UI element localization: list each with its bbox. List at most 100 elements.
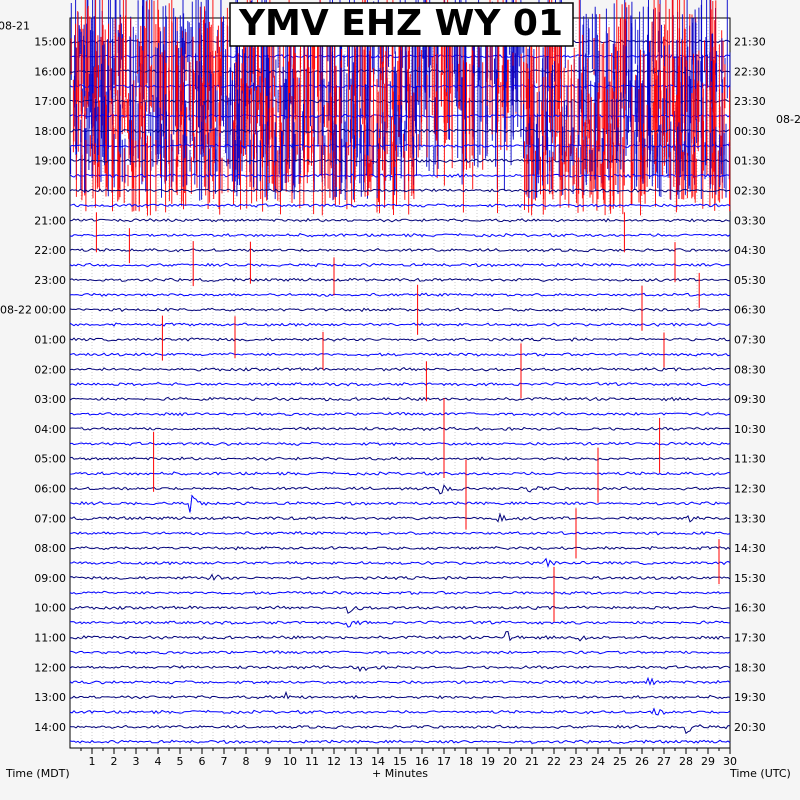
left-hour-label: 20:00 [34,185,66,198]
left-hour-label: 17:00 [34,95,66,108]
x-axis-ticks: 1 2 3 4 5 6 7 8 9 10 11 12 13 14 15 16 17 18 19 20 21 22 23 24 2… [80,748,737,768]
trace-line [69,690,731,700]
trace-line [69,545,731,551]
trace-line [69,650,731,655]
trace-line [69,382,731,387]
right-hour-label: 11:30 [734,453,766,466]
x-tick-label: 19 [481,755,495,768]
trace-line [69,232,731,238]
x-tick-label: 13 [349,755,363,768]
x-tick-label: 17 [437,755,451,768]
left-hour-label: 13:00 [34,691,66,704]
trace-line [69,337,731,342]
right-hour-label: 15:30 [734,572,766,585]
left-hour-label: 21:00 [34,214,66,227]
x-tick-label: 27 [657,755,671,768]
right-hour-label: 08:30 [734,363,766,376]
clipped-spikes [95,212,720,622]
trace-line [69,217,731,223]
right-hour-label: 17:30 [734,632,766,645]
x-tick-label: 14 [371,755,385,768]
right-date-label: 08-22 [776,113,800,126]
right-hour-label: 09:30 [734,393,766,406]
trace-line [69,188,731,193]
x-tick-label: 28 [679,755,693,768]
right-hour-label: 00:30 [734,125,766,138]
left-hour-label: 22:00 [34,244,66,257]
trace-line [69,573,731,581]
noise-burst [75,135,731,216]
x-tick-label: 9 [265,755,272,768]
trace-line [69,203,731,208]
left-hour-label: 02:00 [34,363,66,376]
left-hour-label: 08:00 [34,542,66,555]
trace-line [69,292,731,298]
chart-title: YMV EHZ WY 01 [238,3,563,44]
right-hour-label: 21:30 [734,36,766,49]
right-hour-label: 03:30 [734,214,766,227]
x-tick-label: 21 [525,755,539,768]
trace-line [69,630,731,642]
traces [69,0,731,745]
trace-line [69,676,731,686]
trace-line [69,530,731,536]
x-tick-label: 15 [393,755,407,768]
left-hour-label: 19:00 [34,155,66,168]
right-hour-label: 14:30 [734,542,766,555]
trace-line [69,620,731,628]
title-box [229,2,574,47]
x-tick-label: 18 [459,755,473,768]
right-hour-label: 18:30 [734,661,766,674]
x-tick-label: 23 [569,755,583,768]
trace-line [69,494,731,513]
right-hour-label: 16:30 [734,602,766,615]
x-tick-label: 26 [635,755,649,768]
x-tick-label: 4 [155,755,162,768]
trace-line [69,277,731,283]
right-hour-label: 22:30 [734,65,766,78]
left-hour-label: 07:00 [34,512,66,525]
left-hour-label: 06:00 [34,483,66,496]
left-date-label: 08-21 [0,20,30,33]
x-tick-label: 12 [327,755,341,768]
right-hour-label: 19:30 [734,691,766,704]
left-hour-label: 09:00 [34,572,66,585]
right-hour-label: 23:30 [734,95,766,108]
x-tick-label: 6 [199,755,206,768]
trace-line [69,724,731,735]
trace-line [69,322,731,327]
left-hour-label: 18:00 [34,125,66,138]
left-hour-label: 16:00 [34,65,66,78]
trace-line [69,557,731,569]
trace-line [69,396,731,402]
x-tick-label: 3 [133,755,140,768]
right-hour-label: 07:30 [734,334,766,347]
trace-line [69,352,731,357]
left-time-labels: 15:00 16:00 17:00 18:00 19:00 20:00 21:00 22:00… [0,20,66,734]
right-time-labels: 21:30 22:30 23:30 00:30 01:30 02:30 03:30 04:30… [734,36,800,734]
right-axis-title: Time (UTC) [729,767,791,780]
trace-line [69,590,731,596]
right-hour-label: 05:30 [734,274,766,287]
right-hour-label: 10:30 [734,423,766,436]
trace-line [69,411,731,417]
trace-line [69,262,731,268]
right-hour-label: 13:30 [734,512,766,525]
x-tick-label: 20 [503,755,517,768]
left-hour-label: 05:00 [34,453,66,466]
trace-line [69,307,731,313]
left-hour-label: 12:00 [34,661,66,674]
x-tick-label: 2 [111,755,118,768]
left-hour-label: 11:00 [34,632,66,645]
x-tick-label: 1 [89,755,96,768]
left-axis-title: Time (MDT) [5,767,70,780]
left-hour-label: 01:00 [34,334,66,347]
left-hour-label: 23:00 [34,274,66,287]
right-hour-label: 01:30 [734,155,766,168]
x-tick-label: 7 [221,755,228,768]
trace-line [69,665,731,673]
x-axis-label: + Minutes [372,767,428,780]
x-tick-label: 25 [613,755,627,768]
trace-line [69,441,731,447]
left-hour-label: 04:00 [34,423,66,436]
